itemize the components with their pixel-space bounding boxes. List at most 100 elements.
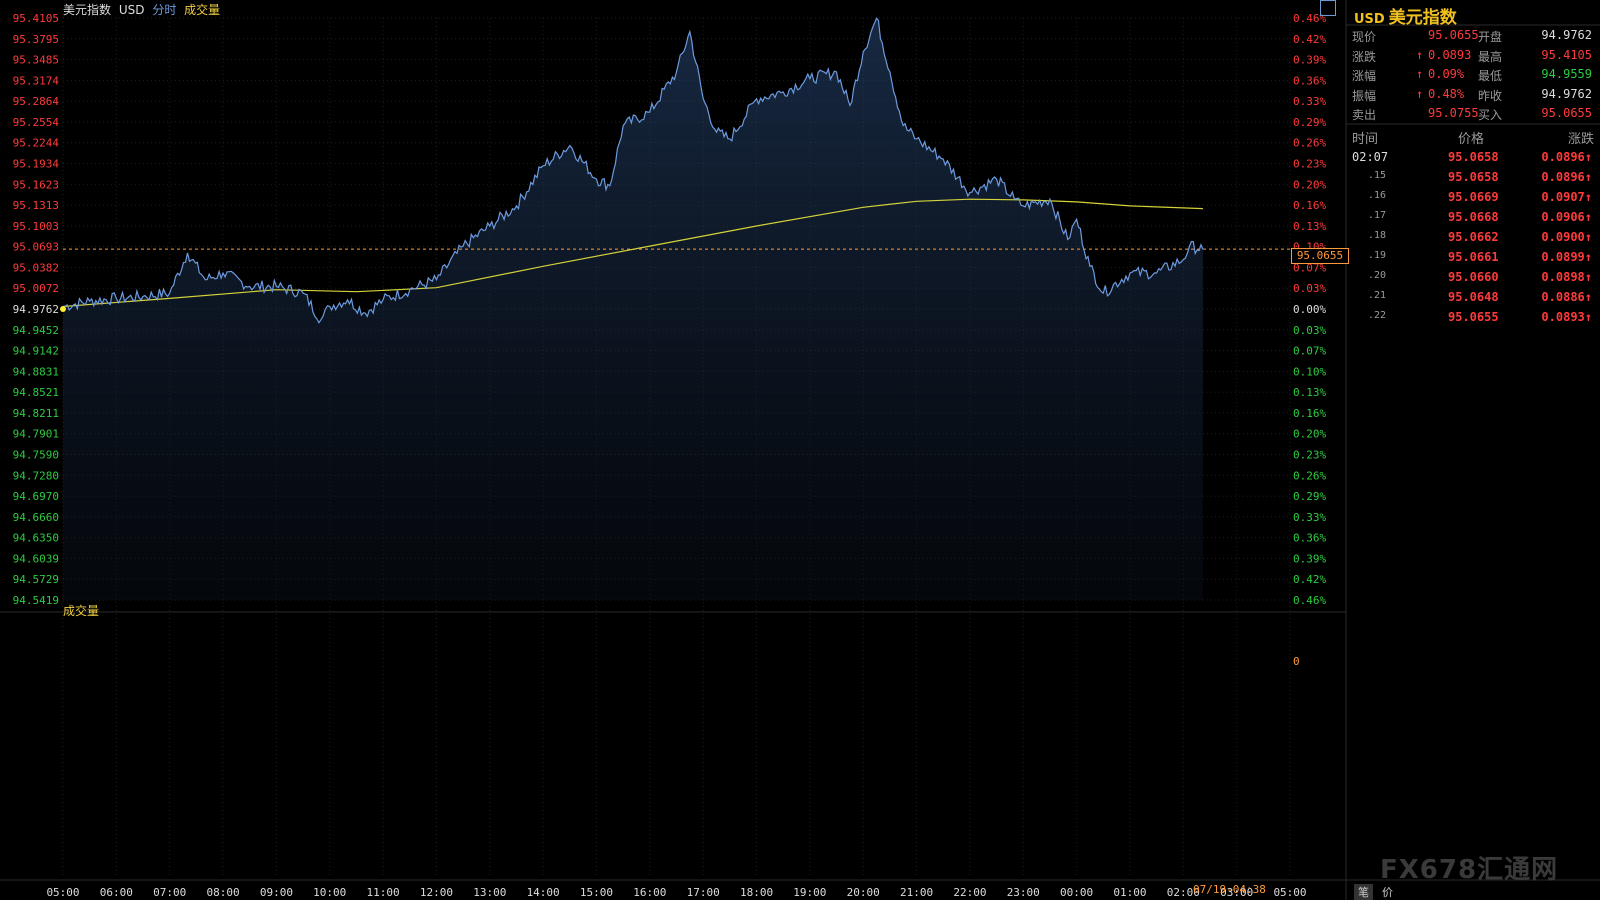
tick-row: .18 95.0662 0.0900↑ bbox=[1350, 230, 1595, 250]
tick-row: .22 95.0655 0.0893↑ bbox=[1350, 310, 1595, 330]
price-tick-label: 95.0072 bbox=[13, 282, 59, 295]
tick-time: .18 bbox=[1368, 230, 1387, 241]
tick-time: .17 bbox=[1368, 210, 1387, 221]
quote-row: 振幅 ↑ 0.48% 昨收 94.9762 bbox=[1350, 87, 1595, 106]
time-tick-label: 03:00 bbox=[1220, 886, 1253, 899]
quote-label: 买入 bbox=[1478, 108, 1503, 122]
quote-label: 最高 bbox=[1478, 49, 1503, 64]
price-tick-label: 95.2554 bbox=[13, 116, 60, 129]
tick-time: .21 bbox=[1368, 290, 1387, 301]
time-tick-label: 13:00 bbox=[473, 886, 506, 899]
percent-tick-label: 0.16% bbox=[1293, 199, 1326, 212]
time-tick-label: 18:00 bbox=[740, 886, 773, 899]
price-axis-left: 95.4105 95.3795 95.3485 95.3174 95.2864 95.25… bbox=[13, 12, 60, 607]
tick-change: 0.0900↑ bbox=[1541, 230, 1592, 244]
time-tick-label: 11:00 bbox=[367, 886, 400, 899]
ticks-button[interactable]: 笔 bbox=[1354, 884, 1373, 900]
tick-price: 95.0648 bbox=[1448, 290, 1499, 304]
price-tick-label: 95.0382 bbox=[13, 261, 59, 274]
price-tick-label: 94.8521 bbox=[13, 386, 59, 399]
up-arrow-icon: ↑ bbox=[1416, 67, 1424, 81]
tick-change: 0.0896↑ bbox=[1541, 150, 1592, 164]
tick-time: 02:07 bbox=[1352, 150, 1389, 164]
percent-tick-label: 0.46% bbox=[1293, 594, 1326, 607]
current-price-tag: 95.0655 bbox=[1291, 248, 1349, 264]
tick-row: .20 95.0660 0.0898↑ bbox=[1350, 270, 1595, 290]
tick-row: .17 95.0668 0.0906↑ bbox=[1350, 210, 1595, 230]
price-tick-label: 95.2244 bbox=[13, 137, 60, 150]
price-tick-label: 95.3174 bbox=[13, 74, 60, 87]
price-tick-label: 95.1934 bbox=[13, 158, 60, 171]
percent-axis-right: 0.46% 0.42% 0.39% 0.36% 0.33% 0.29% 0.26% 0.23%… bbox=[1293, 12, 1326, 607]
tick-time: .19 bbox=[1368, 250, 1387, 261]
tab-intraday[interactable]: 分时 bbox=[152, 3, 177, 17]
instrument-name: 美元指数 bbox=[63, 3, 112, 17]
tick-row: .16 95.0669 0.0907↑ bbox=[1350, 190, 1595, 210]
percent-tick-label: 0.33% bbox=[1293, 511, 1326, 524]
price-tick-label: 95.1623 bbox=[13, 178, 59, 191]
price-tick-label: 94.9452 bbox=[13, 324, 59, 337]
tick-price: 95.0660 bbox=[1448, 270, 1499, 284]
price-tick-label: 94.5419 bbox=[13, 594, 59, 607]
quote-label: 昨收 bbox=[1478, 88, 1503, 103]
percent-tick-label: 0.16% bbox=[1293, 407, 1326, 420]
price-area-fill bbox=[63, 18, 1203, 601]
tick-change: 0.0898↑ bbox=[1541, 270, 1592, 284]
tab-volume[interactable]: 成交量 bbox=[184, 3, 221, 17]
price-tick-label: 95.1313 bbox=[13, 199, 59, 212]
percent-tick-label: 0.42% bbox=[1293, 33, 1326, 46]
tick-price: 95.0658 bbox=[1448, 150, 1499, 164]
quote-value: 0.0893 bbox=[1428, 47, 1472, 62]
price-tick-label: 94.6350 bbox=[13, 532, 59, 545]
tick-time: .15 bbox=[1368, 170, 1387, 181]
price-tick-label: 94.8831 bbox=[13, 365, 59, 378]
price-tick-label: 95.3485 bbox=[13, 54, 59, 67]
price-tick-label: 94.5729 bbox=[13, 573, 59, 586]
price-tick-label: 94.9142 bbox=[13, 345, 59, 358]
quote-value: 95.0655 bbox=[1541, 106, 1592, 120]
panel-toggle-icon[interactable] bbox=[1320, 0, 1336, 16]
tick-price: 95.0661 bbox=[1448, 250, 1499, 264]
panel-title-text: 美元指数 bbox=[1388, 8, 1457, 28]
tick-time: .22 bbox=[1368, 310, 1387, 321]
percent-tick-label: 0.29% bbox=[1293, 490, 1326, 503]
volume-zero-label: 0 bbox=[1293, 655, 1300, 668]
panel-title: USD 美元指数 bbox=[1354, 3, 1457, 28]
price-line bbox=[62, 17, 1204, 324]
price-tick-label: 94.6039 bbox=[13, 552, 59, 565]
ticks-header-change: 涨跌 bbox=[1568, 132, 1595, 147]
tick-change: 0.0906↑ bbox=[1541, 210, 1592, 224]
instrument-code: USD bbox=[118, 3, 145, 17]
time-tick-label: 23:00 bbox=[1007, 886, 1040, 899]
quote-row: 涨幅 ↑ 0.09% 最低 94.9559 bbox=[1350, 67, 1595, 86]
percent-tick-label: 0.36% bbox=[1293, 532, 1326, 545]
time-axis: 05:00 06:00 07:00 08:00 09:00 10:00 11:00 12:00… bbox=[46, 886, 1306, 899]
time-tick-label: 08:00 bbox=[206, 886, 239, 899]
time-tick-label: 16:00 bbox=[633, 886, 666, 899]
price-tick-label: 95.1003 bbox=[13, 220, 59, 233]
up-arrow-icon: ↑ bbox=[1416, 86, 1424, 101]
percent-tick-label: 0.33% bbox=[1293, 95, 1326, 108]
tick-row: .15 95.0658 0.0896↑ bbox=[1350, 170, 1595, 190]
percent-tick-label: 0.13% bbox=[1293, 220, 1326, 233]
quote-value: 0.48% bbox=[1428, 86, 1465, 101]
quote-row: 现价 95.0655 开盘 94.9762 bbox=[1350, 28, 1595, 47]
quote-row: 卖出 95.0755 买入 95.0655 bbox=[1350, 106, 1595, 125]
price-tick-label: 95.3795 bbox=[13, 33, 59, 46]
time-tick-label: 00:00 bbox=[1060, 886, 1093, 899]
average-price-line bbox=[62, 198, 1203, 308]
quote-value: 95.4105 bbox=[1541, 47, 1592, 62]
time-tick-label: 10:00 bbox=[313, 886, 346, 899]
tick-price: 95.0669 bbox=[1448, 190, 1499, 204]
price-tick-label: 94.6970 bbox=[13, 490, 59, 503]
percent-tick-label: 0.07% bbox=[1293, 261, 1326, 274]
price-button[interactable]: 价 bbox=[1382, 886, 1393, 899]
time-tick-label: 07:00 bbox=[153, 886, 186, 899]
time-tick-label: 12:00 bbox=[420, 886, 453, 899]
quote-label: 涨幅 bbox=[1352, 69, 1377, 83]
quote-value: 0.09% bbox=[1428, 67, 1465, 81]
percent-tick-label: 0.20% bbox=[1293, 178, 1326, 191]
quote-label: 现价 bbox=[1352, 30, 1377, 44]
time-tick-label: 09:00 bbox=[260, 886, 293, 899]
